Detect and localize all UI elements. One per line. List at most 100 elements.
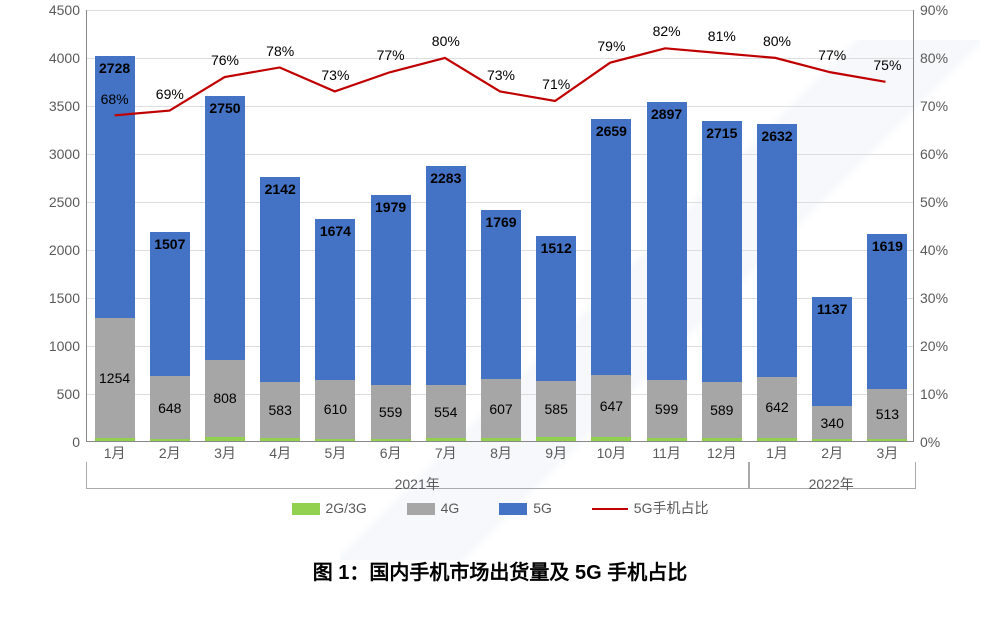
value-label-line: 75% [857,57,917,73]
value-label-line: 69% [140,86,200,102]
left-axis-tick-label: 2000 [30,242,80,258]
value-label-5g: 1137 [802,301,862,317]
bar-5g [647,102,687,380]
value-label-5g: 2750 [195,100,255,116]
x-tick-month: 4月 [260,443,300,463]
x-tick-month: 11月 [647,443,687,463]
value-label-line: 80% [747,33,807,49]
value-label-line: 71% [526,76,586,92]
bar-5g [702,121,742,382]
figure-caption: 图 1：国内手机市场出货量及 5G 手机占比 [0,556,1000,585]
value-label-4g: 340 [802,415,862,431]
x-tick-month: 12月 [702,443,742,463]
bar-2g3g [315,439,355,441]
value-label-5g: 2283 [416,170,476,186]
left-axis-tick-label: 2500 [30,194,80,210]
legend: 2G/3G 4G 5G 5G手机占比 [0,498,1000,518]
right-axis-tick-label: 50% [920,194,970,210]
bar-2g3g [647,438,687,441]
value-label-line: 77% [361,47,421,63]
legend-label-2g3g: 2G/3G [326,500,367,516]
right-axis-tick-label: 10% [920,386,970,402]
bar-5g [426,166,466,385]
value-label-4g: 648 [140,400,200,416]
bar-5g [315,219,355,380]
value-label-5g: 2897 [637,106,697,122]
value-label-4g: 559 [361,404,421,420]
chart-area: 050010001500200025003000350040004500 0%1… [30,10,970,480]
value-label-4g: 585 [526,401,586,417]
x-tick-month: 7月 [426,443,466,463]
value-label-4g: 1254 [85,370,145,386]
bar-2g3g [757,438,797,441]
bar-2g3g [260,438,300,441]
value-label-4g: 642 [747,399,807,415]
bar-2g3g [95,438,135,441]
bar-5g [536,236,576,381]
value-label-line: 78% [250,43,310,59]
figure-container: 050010001500200025003000350040004500 0%1… [0,0,1000,618]
value-label-4g: 808 [195,390,255,406]
legend-item-4g: 4G [407,500,460,516]
bar-5g [867,234,907,389]
value-label-5g: 2632 [747,128,807,144]
value-label-4g: 607 [471,401,531,417]
value-label-4g: 554 [416,404,476,420]
swatch-2g3g [292,503,320,515]
x-tick-month: 5月 [315,443,355,463]
value-label-5g: 1979 [361,199,421,215]
value-label-line: 76% [195,52,255,68]
x-tick-month: 6月 [371,443,411,463]
right-axis-tick-label: 60% [920,146,970,162]
year-axis-row: 2021年2022年 [86,462,914,492]
bar-2g3g [371,439,411,441]
value-label-4g: 583 [250,402,310,418]
bar-2g3g [150,439,190,441]
plot-region: 1254272868%1月648150769%2月808275076%3月583… [86,10,914,442]
left-axis-tick-label: 1500 [30,290,80,306]
left-axis-tick-label: 4500 [30,2,80,18]
value-label-line: 79% [581,38,641,54]
left-axis-tick-label: 0 [30,434,80,450]
right-axis-tick-label: 30% [920,290,970,306]
x-tick-month: 9月 [536,443,576,463]
value-label-line: 73% [471,67,531,83]
right-axis-tick-label: 90% [920,2,970,18]
legend-item-5g: 5G [499,500,552,516]
year-label: 2022年 [809,474,854,494]
bar-5g [481,210,521,380]
grid-line [87,10,913,11]
right-axis-tick-label: 80% [920,50,970,66]
swatch-5g [499,503,527,515]
bar-2g3g [426,438,466,441]
value-label-4g: 589 [692,402,752,418]
bar-2g3g [867,439,907,441]
bar-2g3g [812,439,852,441]
bar-5g [371,195,411,385]
value-label-5g: 2659 [581,123,641,139]
value-label-5g: 1769 [471,214,531,230]
value-label-4g: 647 [581,398,641,414]
value-label-5g: 1512 [526,240,586,256]
value-label-5g: 2715 [692,125,752,141]
legend-item-2g3g: 2G/3G [292,500,367,516]
right-axis-tick-label: 20% [920,338,970,354]
left-axis-tick-label: 4000 [30,50,80,66]
bar-2g3g [205,437,245,441]
left-axis-tick-label: 3500 [30,98,80,114]
x-tick-month: 3月 [205,443,245,463]
value-label-5g: 2728 [85,60,145,76]
value-label-line: 68% [85,91,145,107]
value-label-line: 81% [692,28,752,44]
x-tick-month: 3月 [867,443,907,463]
x-tick-month: 10月 [591,443,631,463]
value-label-4g: 610 [305,401,365,417]
x-tick-month: 1月 [757,443,797,463]
value-label-4g: 513 [857,406,917,422]
bar-2g3g [591,437,631,441]
bar-2g3g [702,438,742,441]
bar-5g [260,177,300,383]
bar-2g3g [536,437,576,441]
bar-5g [591,119,631,374]
bar-2g3g [481,438,521,441]
